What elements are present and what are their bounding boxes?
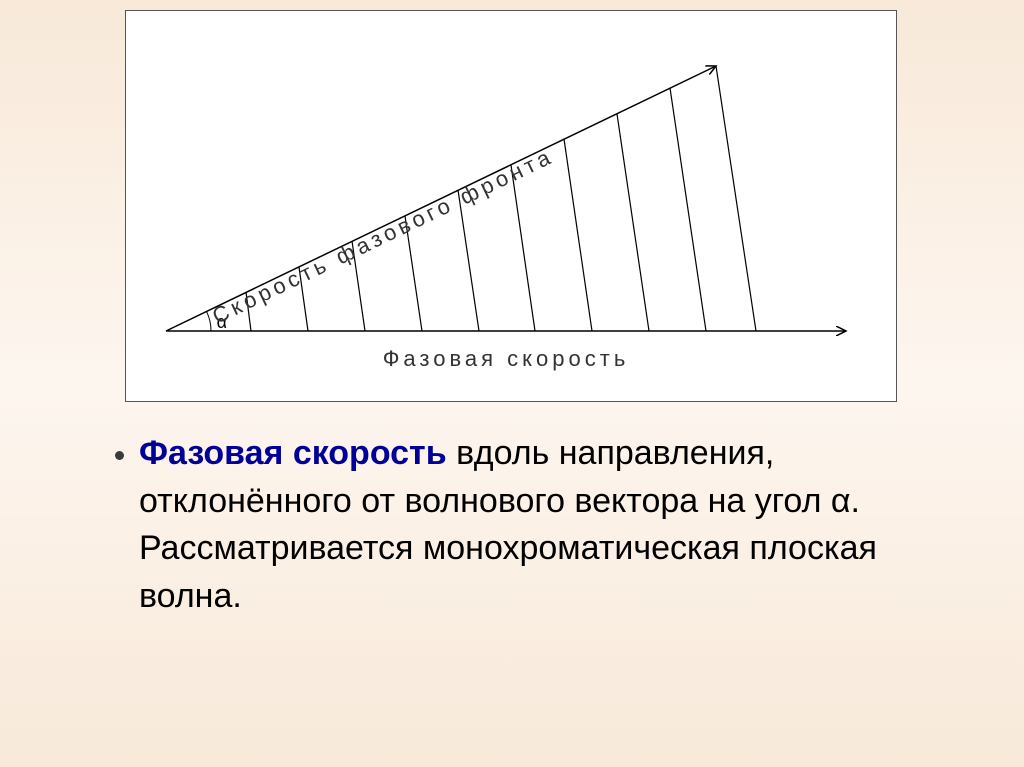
wavefront-lines	[246, 66, 756, 331]
wavefront-line	[716, 66, 756, 331]
wavefront-line	[670, 88, 706, 331]
caption-item: Фазовая скорость вдоль направления, откл…	[139, 430, 925, 620]
wavefront-line	[617, 114, 649, 331]
figure-panel: α Скорость фазового фронта Фазовая скоро…	[125, 10, 897, 402]
caption-block: Фазовая скорость вдоль направления, откл…	[95, 430, 925, 620]
horizontal-label: Фазовая скорость	[383, 346, 630, 371]
wavefront-line	[511, 165, 535, 331]
caption-alpha: α	[831, 482, 851, 520]
wavefront-line	[564, 139, 592, 331]
phase-velocity-diagram: α Скорость фазового фронта Фазовая скоро…	[126, 11, 896, 401]
caption-bold: Фазовая скорость	[139, 434, 447, 472]
diagonal-label: Скорость фазового фронта	[208, 143, 557, 329]
angle-arc	[207, 311, 211, 331]
